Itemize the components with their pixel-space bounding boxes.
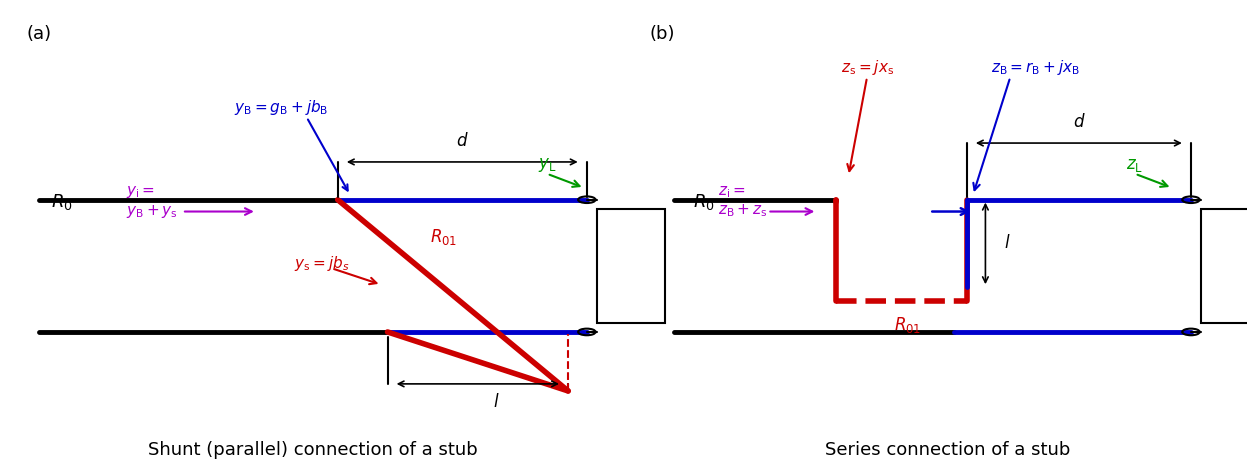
Text: $y_\mathrm{i}=$
$y_\mathrm{B}+y_\mathrm{s}$: $y_\mathrm{i}=$ $y_\mathrm{B}+y_\mathrm{… [126,184,178,220]
Text: $y_\mathrm{L}$: $y_\mathrm{L}$ [538,156,556,174]
Text: $y_\mathrm{B}=g_\mathrm{B}+jb_\mathrm{B}$: $y_\mathrm{B}=g_\mathrm{B}+jb_\mathrm{B}… [235,98,329,117]
Text: Shunt (parallel) connection of a stub: Shunt (parallel) connection of a stub [148,441,478,459]
Text: $y_\mathrm{s}=jb_s$: $y_\mathrm{s}=jb_s$ [294,254,350,273]
Text: $d$: $d$ [1072,113,1085,131]
Text: $z_\mathrm{s}=jx_\mathrm{s}$: $z_\mathrm{s}=jx_\mathrm{s}$ [840,58,894,77]
Text: $Z_\mathrm{L}$: $Z_\mathrm{L}$ [620,256,641,276]
FancyBboxPatch shape [1201,209,1250,323]
Text: $R_0$: $R_0$ [693,192,715,212]
Text: $l$: $l$ [1004,234,1011,252]
Text: (b): (b) [649,25,675,43]
Text: (a): (a) [26,25,51,43]
Text: $Z_\mathrm{L}$: $Z_\mathrm{L}$ [1224,256,1246,276]
Text: $l$: $l$ [494,393,500,411]
Text: $R_{01}$: $R_{01}$ [894,315,921,335]
FancyBboxPatch shape [596,209,665,323]
Text: $z_\mathrm{i}=$
$z_\mathrm{B}+z_\mathrm{s}$: $z_\mathrm{i}=$ $z_\mathrm{B}+z_\mathrm{… [718,185,768,219]
Text: $R_0$: $R_0$ [51,192,72,212]
Text: Series connection of a stub: Series connection of a stub [825,441,1071,459]
Text: $R_{01}$: $R_{01}$ [430,228,457,247]
Text: $d$: $d$ [456,132,469,150]
Text: $z_\mathrm{L}$: $z_\mathrm{L}$ [1126,156,1144,174]
Text: $z_\mathrm{B}=r_\mathrm{B}+jx_\mathrm{B}$: $z_\mathrm{B}=r_\mathrm{B}+jx_\mathrm{B}… [991,58,1080,77]
